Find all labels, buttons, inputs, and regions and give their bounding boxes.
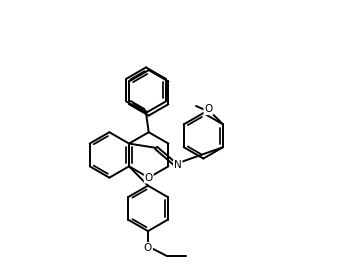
Text: O: O	[204, 104, 213, 114]
Text: N: N	[174, 160, 182, 170]
Text: O: O	[144, 243, 152, 253]
Text: O: O	[144, 173, 153, 183]
